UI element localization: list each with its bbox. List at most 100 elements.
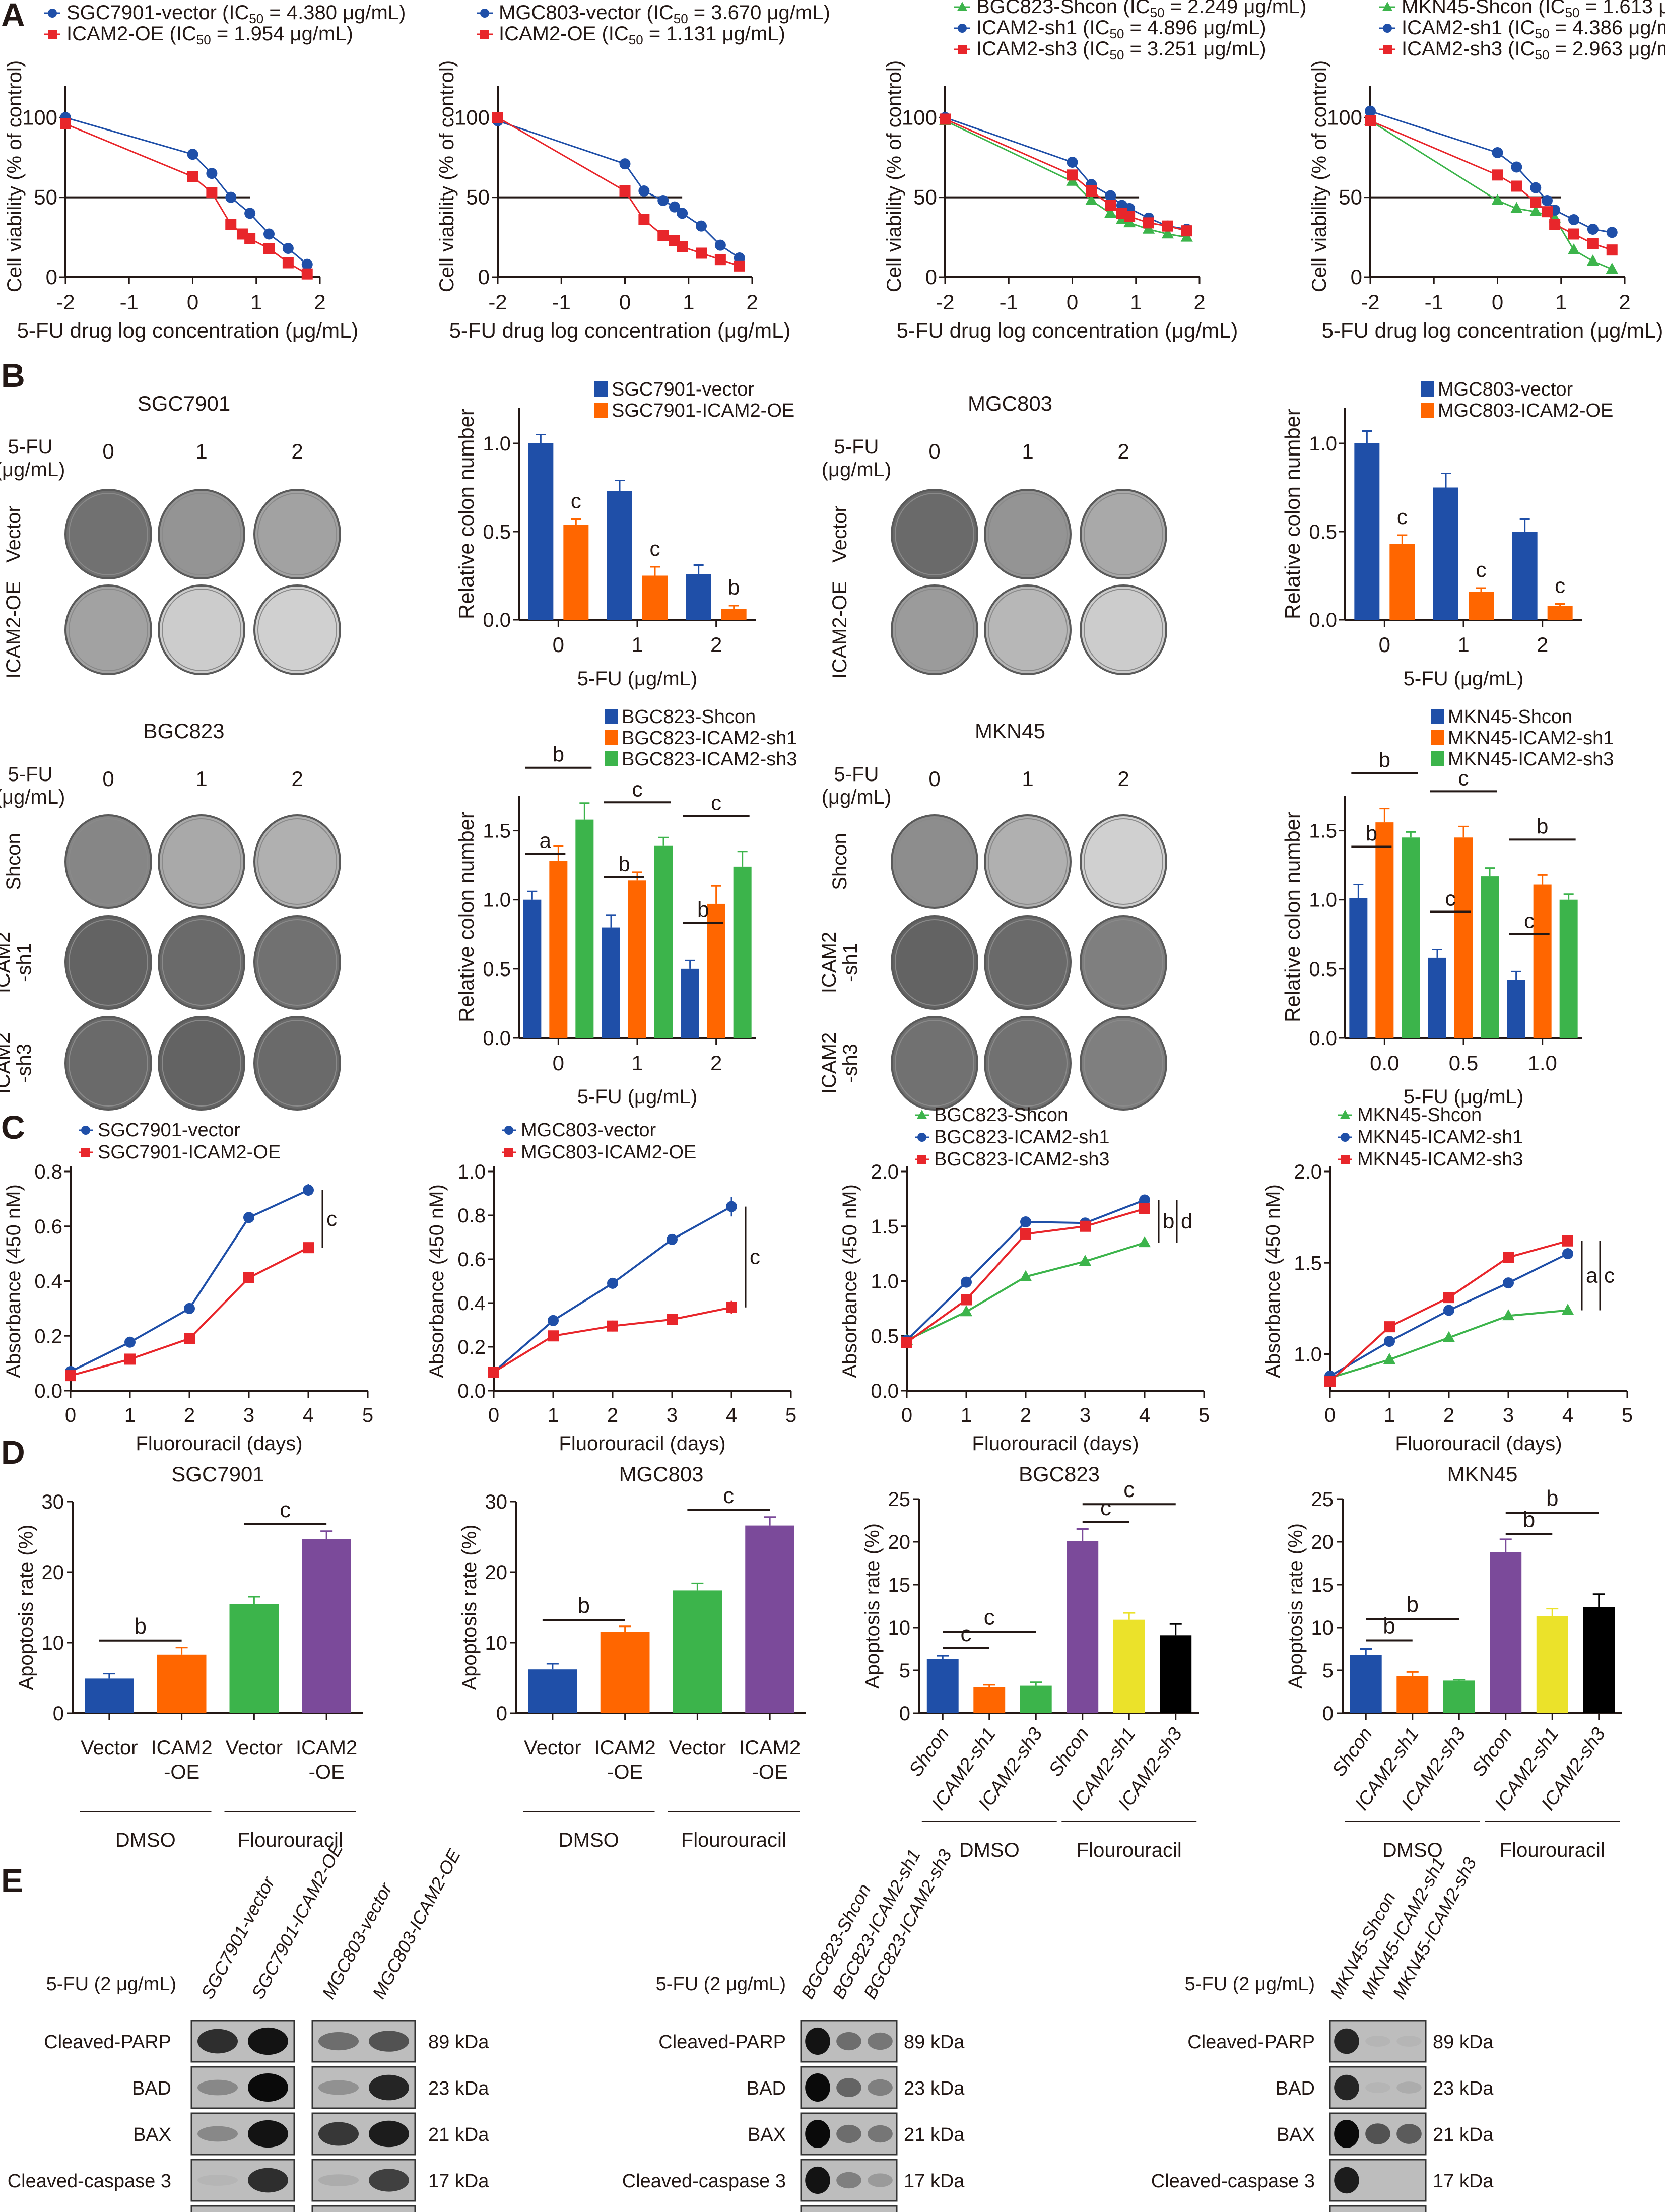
bar — [523, 899, 542, 1038]
x-tick-label: -OE — [164, 1761, 199, 1783]
protein-label: BAD — [1276, 2078, 1315, 2099]
row-label: ICAM2 — [0, 932, 14, 993]
data-point — [1562, 1248, 1573, 1260]
dose-unit: (μg/mL) — [822, 786, 892, 808]
x-tick-label: 0 — [1324, 1404, 1336, 1426]
y-tick-label: 1.5 — [1309, 820, 1337, 842]
y-tick-label: 0 — [496, 1703, 507, 1725]
y-tick-label: 0.4 — [34, 1271, 62, 1293]
colony-dish-rim — [69, 493, 148, 575]
x-tick-label: 1 — [1130, 290, 1142, 314]
significance-label: c — [1555, 574, 1565, 598]
x-axis-title: 5-FU (μg/mL) — [1404, 668, 1524, 690]
significance-label: c — [961, 1621, 972, 1646]
y-tick-label: 0.2 — [34, 1325, 62, 1347]
growth-curve-chart-c3: 0 1 2 3 4 5 0.0 0.5 1.0 1.5 2.0 Absorbance (450 nM)… — [839, 1104, 1210, 1455]
data-point — [488, 1367, 499, 1378]
significance-label: c — [1445, 886, 1456, 910]
data-point — [1530, 197, 1542, 208]
dose-value: 1 — [1022, 439, 1033, 463]
legend-label: MKN45-ICAM2-sh1 — [1357, 1127, 1523, 1148]
legend-marker — [480, 9, 489, 18]
y-tick-label: 0 — [1351, 265, 1362, 289]
data-point — [1606, 227, 1618, 238]
data-point — [1561, 1304, 1574, 1315]
protein-band — [805, 2027, 830, 2055]
x-tick-label: 0 — [65, 1404, 76, 1426]
y-axis-title: Apoptosis rate (%) — [1285, 1523, 1307, 1689]
y-tick-label: 0 — [1322, 1703, 1334, 1725]
data-point — [225, 191, 237, 203]
colony-dish-rim — [257, 919, 337, 1006]
chart-title: MGC803 — [619, 1462, 703, 1486]
y-axis-title: Apoptosis rate (%) — [15, 1524, 37, 1690]
protein-label: BAD — [747, 2078, 786, 2099]
row-label: Vector — [3, 505, 25, 562]
protein-band — [197, 2126, 238, 2142]
y-tick-label: 0 — [53, 1703, 64, 1725]
bar — [549, 861, 568, 1038]
legend-marker — [1340, 1110, 1350, 1119]
y-tick-label: 15 — [1311, 1574, 1334, 1596]
data-point — [1503, 1277, 1514, 1289]
data-point — [1492, 169, 1503, 181]
bar — [1533, 884, 1552, 1038]
data-point — [301, 268, 313, 280]
legend-marker — [1382, 2, 1392, 11]
data-point — [1587, 238, 1599, 249]
protein-band — [1334, 2074, 1359, 2101]
data-point — [60, 118, 71, 129]
y-tick-label: 1.0 — [483, 433, 511, 455]
x-tick-label: 5 — [1198, 1404, 1210, 1426]
data-point — [124, 1336, 136, 1348]
colony-dish-rim — [988, 589, 1068, 671]
legend-label: BGC823-ICAM2-sh3 — [622, 749, 797, 770]
bar — [602, 927, 620, 1038]
data-point — [696, 247, 707, 259]
y-tick-label: 1.0 — [483, 889, 511, 912]
y-tick-label: 0 — [925, 265, 937, 289]
data-point — [1562, 1235, 1573, 1247]
bar — [1583, 1607, 1615, 1713]
dose-value: 1 — [195, 439, 207, 463]
protein-band — [836, 2032, 861, 2051]
data-point — [1138, 1236, 1151, 1248]
data-point — [1503, 1252, 1514, 1263]
row-label: ICAM2 — [818, 1032, 840, 1094]
group-label: Flourouracil — [681, 1829, 786, 1851]
bar — [686, 574, 711, 620]
colony-dish-image — [891, 1016, 978, 1111]
y-tick-label: 50 — [34, 185, 57, 209]
y-axis-title: Apoptosis rate (%) — [861, 1523, 884, 1689]
x-tick-label: -2 — [1361, 290, 1379, 314]
bar — [1113, 1619, 1145, 1713]
panel-label-a: A — [1, 0, 25, 33]
data-point — [1511, 161, 1522, 173]
protein-label: BAD — [132, 2078, 171, 2099]
x-tick-label: -OE — [607, 1761, 643, 1783]
row-label: -sh3 — [839, 1044, 861, 1083]
dose-value: 0 — [102, 767, 114, 791]
x-axis-title: 5-FU (μg/mL) — [1404, 1086, 1524, 1108]
protein-band — [1334, 2028, 1359, 2054]
colony-dish-rim — [1084, 493, 1163, 575]
y-tick-label: 100 — [902, 105, 937, 129]
dose-value: 2 — [1117, 439, 1129, 463]
dose-value: 0 — [928, 767, 940, 791]
legend-label: BGC823-Shcon — [622, 706, 756, 728]
protein-band — [868, 2125, 893, 2143]
bar — [1433, 487, 1458, 620]
x-tick-label: 0 — [187, 290, 198, 314]
colony-dish-image — [64, 489, 152, 579]
protein-band — [1365, 2082, 1390, 2093]
treatment-label: 5-FU (2 μg/mL) — [656, 1974, 786, 1995]
bar — [1389, 544, 1415, 620]
colony-dish-image — [64, 584, 152, 675]
protein-band — [1365, 2123, 1390, 2144]
data-point — [1491, 193, 1504, 205]
data-point — [1567, 243, 1580, 254]
panel-label-d: D — [1, 1434, 25, 1471]
y-tick-label: 2.0 — [871, 1161, 899, 1183]
